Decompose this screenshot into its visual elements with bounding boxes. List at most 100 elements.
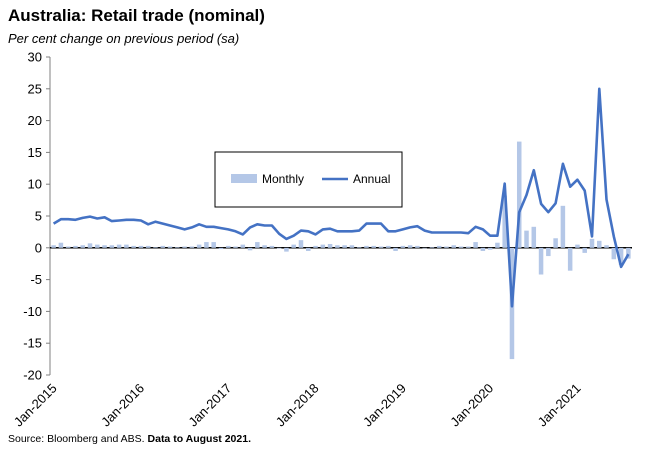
monthly-bar	[611, 247, 617, 260]
monthly-bar	[393, 247, 398, 251]
monthly-bar	[262, 245, 267, 248]
data-date-note: Data to August 2021.	[147, 433, 251, 445]
monthly-bar	[589, 238, 595, 248]
monthly-bar	[240, 244, 246, 248]
monthly-bar	[80, 245, 85, 248]
x-tick-label: Jan-2020	[447, 381, 496, 430]
y-tick-label: -5	[30, 272, 42, 287]
y-tick-label: -10	[23, 304, 42, 319]
x-tick-label: Jan-2017	[185, 381, 234, 430]
monthly-bar	[211, 242, 216, 248]
legend-label-annual: Annual	[353, 172, 390, 186]
y-tick-label: 15	[28, 145, 42, 160]
monthly-bar	[429, 247, 435, 248]
monthly-bar	[65, 246, 71, 248]
y-tick-label: 10	[28, 177, 42, 192]
monthly-bar	[167, 246, 173, 248]
y-tick-label: 5	[35, 209, 42, 224]
monthly-bar	[335, 245, 340, 248]
monthly-bar	[458, 246, 464, 248]
legend-label-monthly: Monthly	[262, 172, 304, 186]
monthly-bar	[102, 245, 107, 248]
monthly-bar	[109, 245, 115, 248]
monthly-bar	[436, 245, 442, 248]
monthly-bar	[95, 244, 100, 248]
monthly-bar	[400, 245, 406, 248]
monthly-bar	[255, 242, 260, 248]
monthly-bar	[247, 247, 253, 251]
monthly-bar	[466, 246, 471, 248]
monthly-bar	[582, 247, 587, 253]
legend: Monthly Annual	[214, 151, 403, 208]
monthly-bar	[524, 230, 529, 248]
y-tick-label: 0	[35, 240, 42, 255]
monthly-bar	[189, 246, 195, 248]
chart-title: Australia: Retail trade (nominal)	[8, 6, 265, 25]
monthly-bar	[349, 245, 355, 248]
monthly-bar	[218, 247, 224, 250]
monthly-bar	[276, 247, 282, 249]
monthly-bar	[364, 245, 369, 248]
monthly-bar	[356, 247, 362, 248]
y-tick-label: 25	[28, 81, 42, 96]
monthly-bar	[618, 247, 624, 265]
annual-line-layer	[52, 87, 630, 308]
monthly-bar	[597, 240, 602, 248]
monthly-bar	[422, 247, 427, 249]
monthly-bar	[538, 247, 544, 275]
x-tick-label: Jan-2021	[535, 381, 584, 430]
monthly-bar	[516, 141, 522, 248]
x-tick-label: Jan-2016	[98, 381, 147, 430]
monthly-bar	[480, 247, 486, 251]
annual-line	[52, 87, 630, 308]
monthly-bar	[233, 246, 238, 248]
monthly-bar	[87, 243, 93, 248]
monthly-bar	[567, 247, 573, 271]
legend-swatch-monthly	[231, 174, 257, 183]
x-tick-label: Jan-2019	[360, 381, 409, 430]
monthly-bar	[444, 246, 449, 248]
y-tick-label: 20	[28, 113, 42, 128]
monthly-bar	[269, 245, 275, 248]
y-tick-label: -15	[23, 336, 42, 351]
monthly-bar	[575, 244, 580, 248]
monthly-bar	[495, 242, 500, 248]
monthly-bar	[51, 245, 56, 248]
source-text: Source: Bloomberg and ABS.	[8, 433, 145, 445]
monthly-bar	[225, 245, 231, 248]
monthly-bar	[291, 244, 296, 248]
monthly-bar	[378, 246, 384, 248]
x-tick-label: Jan-2015	[11, 381, 60, 430]
monthly-bar	[182, 246, 187, 248]
monthly-bar	[386, 245, 391, 248]
monthly-bar	[327, 243, 333, 248]
source-note: Source: Bloomberg and ABS. Data to Augus…	[8, 433, 251, 445]
monthly-bar	[160, 245, 166, 248]
monthly-bar	[451, 245, 457, 248]
y-tick-label: 30	[28, 50, 42, 65]
monthly-bar	[131, 245, 136, 248]
monthly-bar	[124, 244, 129, 248]
monthly-bar	[473, 242, 478, 248]
monthly-bar	[58, 242, 64, 248]
monthly-bar	[502, 195, 507, 248]
monthly-bar	[298, 240, 304, 248]
x-tick-label: Jan-2018	[273, 381, 322, 430]
monthly-bar	[204, 242, 209, 248]
monthly-bar	[116, 244, 122, 248]
monthly-bar	[487, 247, 493, 250]
monthly-bar	[415, 245, 420, 248]
monthly-bar	[284, 247, 289, 252]
monthly-bar	[153, 247, 158, 248]
monthly-bar	[546, 247, 551, 257]
chart-subtitle: Per cent change on previous period (sa)	[8, 31, 240, 46]
monthly-bar	[306, 247, 311, 251]
monthly-bar	[342, 245, 347, 248]
monthly-bar	[371, 245, 376, 248]
monthly-bar	[320, 244, 326, 248]
monthly-bar	[553, 238, 558, 248]
y-tick-label: -20	[23, 368, 42, 383]
monthly-bar	[604, 245, 609, 248]
monthly-bar	[313, 245, 318, 248]
retail-trade-chart: -20 -15 -10 -5 0 5 10 15 20 25 30 Jan-2015 Jan-2016 J…	[11, 50, 632, 430]
